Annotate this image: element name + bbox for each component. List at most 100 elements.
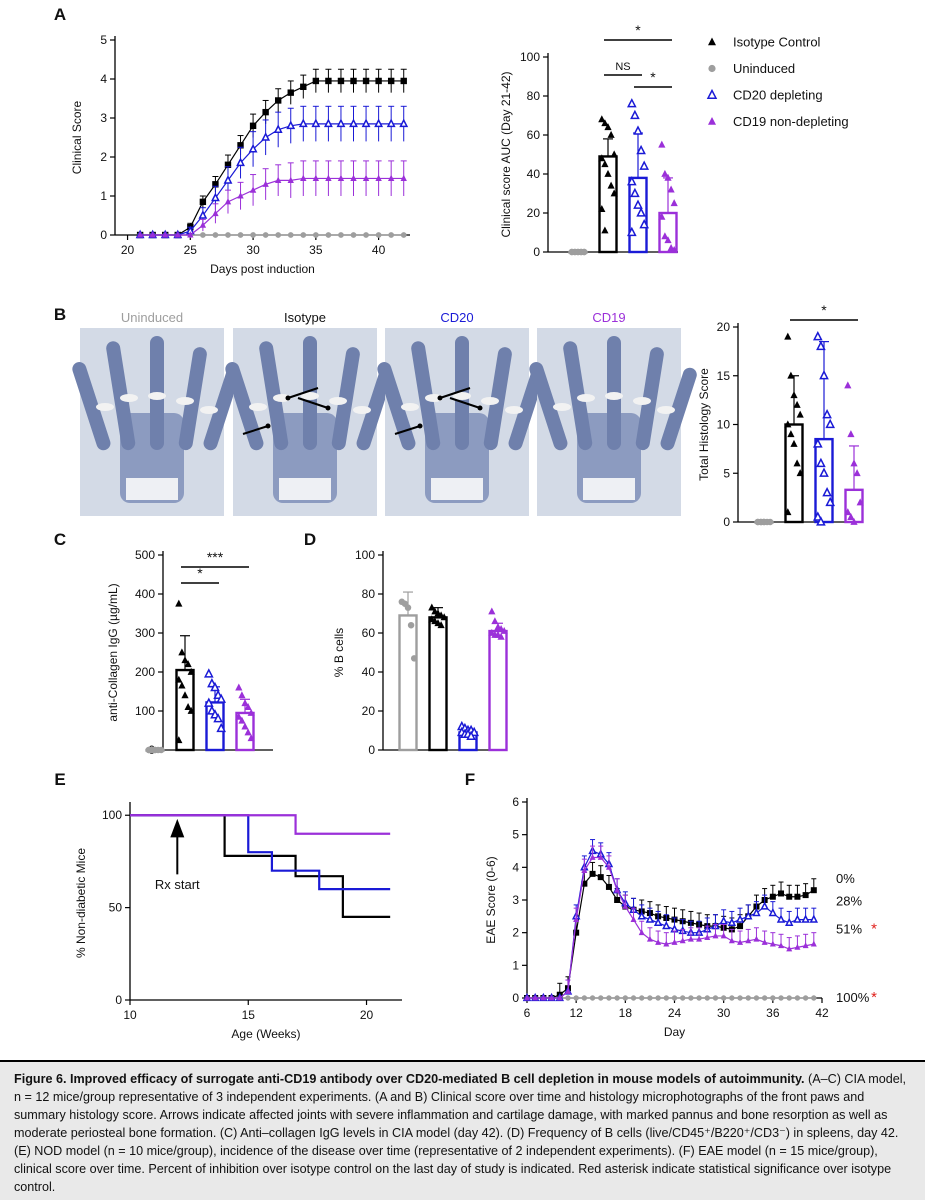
histology-joint [96, 403, 114, 411]
a-bar-data-point [598, 154, 606, 162]
a-line-point [198, 210, 208, 219]
a-line-point [312, 77, 320, 85]
a-line-series-path [140, 80, 404, 236]
f-eae-point [540, 994, 547, 1001]
f-eae-point [794, 995, 801, 1001]
c-bar-data-point [178, 648, 186, 656]
a-line-point [225, 232, 231, 238]
a-bar-data-point [670, 199, 678, 207]
histology-joint [301, 392, 319, 400]
b-bar-data-point [787, 430, 795, 438]
histology-joint [553, 403, 571, 411]
d-bar-y-tick-label: 60 [362, 626, 376, 640]
f-eae-point [768, 907, 778, 917]
b-bar-data-point [825, 496, 836, 507]
a-bar-data-point [670, 245, 678, 253]
histology-digit [178, 347, 207, 451]
a-line-x-label: Days post induction [210, 262, 315, 276]
f-eae-point [720, 932, 727, 939]
e-survival-x-tick-label: 15 [242, 1008, 256, 1022]
a-line-y-tick-label: 0 [100, 228, 107, 242]
d-bar-y-label: % B cells [332, 628, 346, 677]
f-eae-x-tick-label: 18 [619, 1006, 633, 1020]
f-eae-point [556, 994, 563, 1001]
f-eae-inhibition-label: 28% [836, 894, 862, 909]
b-bar-data-point [825, 418, 836, 429]
a-line-y-label: Clinical Score [70, 100, 84, 174]
legend-label: Isotype Control [733, 35, 821, 50]
a-line-point [212, 209, 219, 217]
a-line-point [262, 232, 269, 238]
f-eae-point [564, 987, 571, 994]
f-eae-point [769, 893, 776, 900]
b-bar-data-point [819, 370, 829, 380]
b-bar-data-point [784, 420, 792, 428]
a-line-point [237, 232, 244, 238]
a-line-point [224, 161, 232, 168]
a-line-point [287, 89, 294, 96]
f-eae-point [671, 938, 678, 945]
b-bar-y-tick-label: 0 [723, 515, 730, 529]
f-eae-y-tick-label: 4 [512, 860, 519, 874]
a-line-y-tick-label: 3 [100, 111, 107, 125]
a-line-x-tick-label: 25 [184, 243, 198, 257]
a-line-point [325, 77, 332, 85]
f-eae-point [745, 995, 751, 1001]
b-bar-data-point [784, 332, 792, 340]
histology-carpal [431, 478, 483, 500]
f-eae-point [581, 880, 588, 887]
histology-arrow [439, 387, 471, 399]
a-line-point [311, 118, 321, 128]
d-bar-y-tick-label: 0 [368, 743, 375, 757]
c-bar-data-point [241, 722, 249, 730]
histology-arrow [297, 397, 329, 409]
a-line-point [237, 142, 244, 149]
a-line-point [361, 118, 371, 128]
f-eae-point [737, 923, 744, 930]
a-bar-data-point [598, 115, 606, 123]
caption-title: Figure 6. Improved efficacy of surrogate… [14, 1072, 805, 1086]
f-eae-point [794, 943, 801, 950]
b-bar-bar [844, 488, 864, 524]
histology-arrow [287, 387, 319, 399]
f-eae-point [745, 937, 752, 944]
c-bar-y-label: anti-Collagen IgG (µg/mL) [106, 583, 120, 721]
a-bar-data-point [598, 205, 606, 212]
a-line-point [250, 232, 256, 238]
f-eae-y-tick-label: 1 [512, 958, 519, 972]
c-bar-data-point [181, 656, 189, 664]
a-line-point [236, 157, 245, 167]
a-bar-data-point [604, 123, 612, 131]
a-bar-data-point [601, 119, 609, 127]
b-bar-data-point [819, 467, 829, 477]
a-line-point [400, 77, 407, 85]
panel-letter-c: C [54, 530, 66, 549]
f-eae-point [761, 938, 768, 945]
f-eae-point [810, 887, 817, 894]
a-line-point [375, 77, 382, 85]
a-line-point [212, 181, 219, 188]
a-line-point [237, 192, 244, 199]
histology-joint [148, 392, 166, 400]
c-bar-data-point [241, 699, 249, 707]
f-eae-point [761, 995, 768, 1001]
a-bar-y-tick-label: 20 [527, 206, 541, 220]
a-line-point [312, 174, 320, 182]
f-eae-point [809, 914, 819, 923]
f-eae-point [696, 995, 702, 1001]
f-eae-point [719, 916, 728, 925]
a-line-y-tick-label: 4 [100, 72, 107, 86]
c-bar-data-point [151, 746, 159, 754]
histology-joint [249, 403, 267, 411]
b-bar-data-point [796, 469, 804, 477]
histology-joint [481, 397, 499, 405]
b-bar-data-point [816, 457, 826, 468]
f-eae-point [778, 995, 784, 1001]
a-line-point [300, 83, 307, 90]
f-eae-x-tick-label: 36 [766, 1006, 780, 1020]
a-line-point [162, 231, 169, 238]
f-eae-inhibition-label: 100% [836, 990, 870, 1005]
a-line-point [210, 192, 220, 202]
a-line-point [388, 232, 395, 238]
d-bar-data-point [466, 730, 476, 740]
